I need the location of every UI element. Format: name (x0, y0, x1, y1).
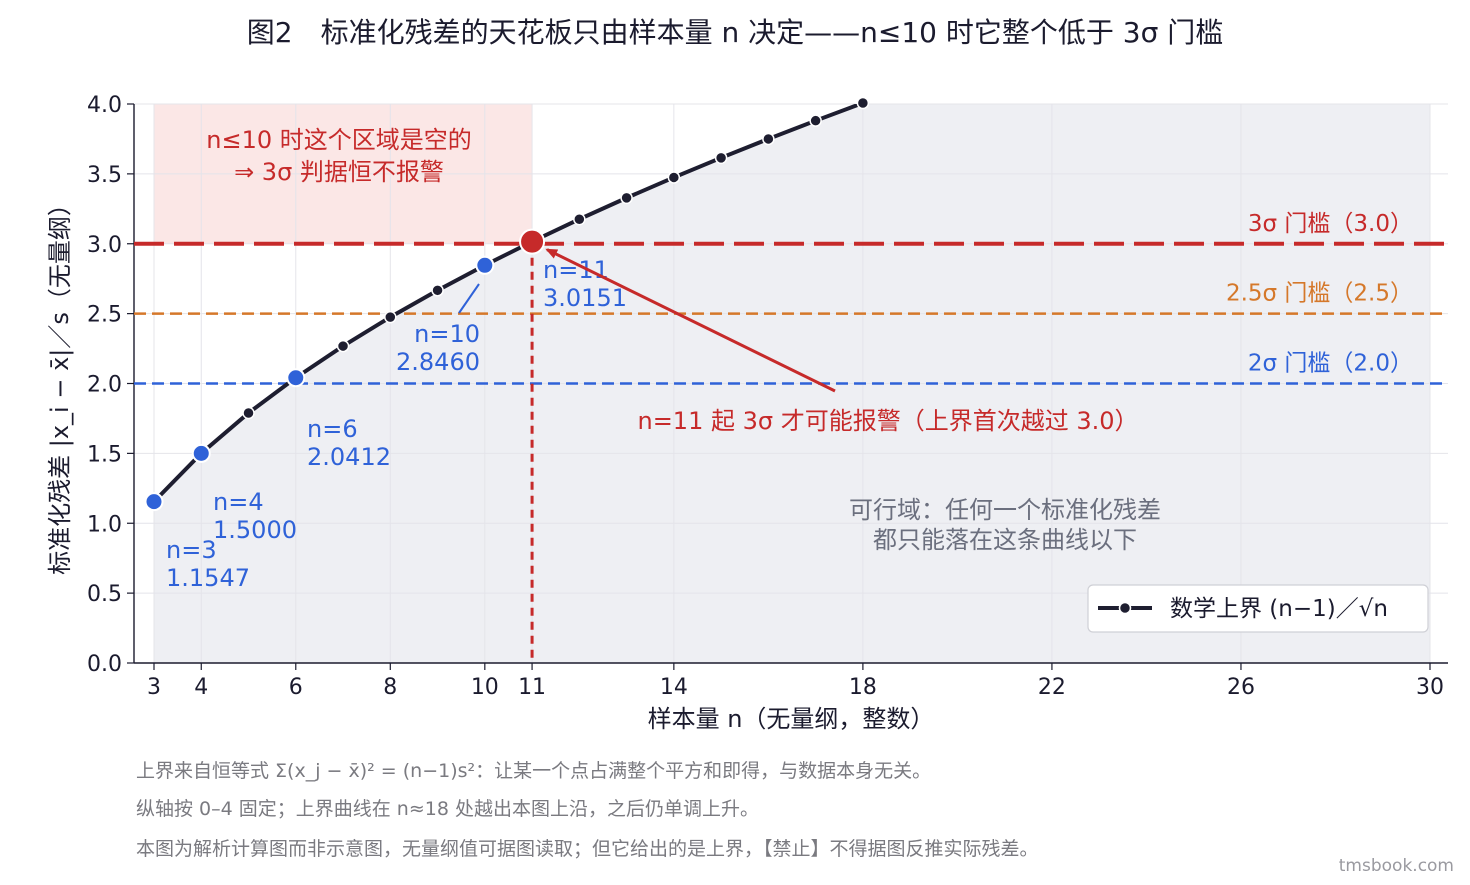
upper-bound-curve (152, 104, 865, 504)
curve-point (620, 191, 633, 205)
y-tick-label: 0.0 (87, 652, 122, 677)
point-label-n: n=10 (414, 320, 480, 348)
feasible-label-1: 可行域：任何一个标准化残差 (849, 496, 1161, 524)
x-tick-label: 3 (147, 675, 161, 700)
x-tick-label: 6 (289, 675, 303, 700)
curve-point (809, 114, 822, 127)
curve-point (384, 310, 397, 324)
y-tick-label: 1.5 (87, 442, 122, 467)
curve-point (856, 96, 870, 110)
highlight-point (286, 368, 306, 388)
highlight-point (519, 228, 546, 255)
point-label-value: 2.0412 (307, 443, 391, 471)
n10-leader-line (458, 283, 480, 314)
curve-point (242, 406, 255, 420)
footnote-1: 上界来自恒等式 Σ(x_j − x̄)² = (n−1)s²：让某一个点占满整个… (136, 760, 932, 782)
footnote-2: 纵轴按 0–4 固定；上界曲线在 n≈18 处越出本图上沿，之后仍单调上升。 (136, 798, 759, 820)
point-label-n: n=4 (213, 488, 264, 516)
plot-area: 3 4 6 8 10 11 14 18 22 26 30 0.0 0.5 1.0 1.5 2.0 2.5 3.0 3… (46, 93, 1448, 733)
curve-point (573, 212, 586, 226)
legend-marker (1118, 601, 1132, 615)
y-tick-label: 1.0 (87, 512, 122, 537)
legend-label: 数学上界 (n−1)／√n (1170, 596, 1388, 622)
chart: 图2 标准化残差的天花板只由样本量 n 决定——n≤10 时它整个低于 3σ 门… (46, 16, 1448, 733)
curve-point (431, 284, 444, 297)
x-tick-label: 11 (518, 675, 546, 700)
x-tick-label: 22 (1038, 675, 1066, 700)
x-tick-label: 10 (471, 675, 499, 700)
point-label-value: 1.1547 (166, 564, 250, 592)
highlight-point (191, 443, 211, 463)
y-tick-label: 2.0 (87, 373, 122, 398)
x-tick-label: 8 (383, 675, 397, 700)
threshold-label: 2σ 门槛（2.0） (1248, 351, 1413, 377)
curve-point (762, 132, 775, 146)
y-tick-label: 0.5 (87, 582, 122, 607)
y-tick-label: 3.5 (87, 163, 122, 188)
highlight-point (144, 492, 164, 512)
x-tick-label: 4 (194, 675, 208, 700)
footnote-3: 本图为解析计算图而非示意图，无量纲值可据图读取；但它给出的是上界，【禁止】不得据… (136, 838, 1039, 860)
point-label-value: 1.5000 (213, 516, 297, 544)
x-tick-label: 14 (660, 675, 688, 700)
curve-point (336, 339, 350, 353)
chart-title: 图2 标准化残差的天花板只由样本量 n 决定——n≤10 时它整个低于 3σ 门… (247, 16, 1223, 49)
empty-zone-label-2: ⇒ 3σ 判据恒不报警 (234, 158, 444, 186)
watermark: tmsbook.com (1338, 856, 1454, 876)
point-label-value: 2.8460 (396, 348, 480, 376)
feasible-label-2: 都只能落在这条曲线以下 (873, 526, 1137, 554)
curve-point (667, 171, 681, 184)
point-label-n: n=3 (166, 536, 217, 564)
x-tick-label: 18 (849, 675, 877, 700)
threshold-label: 2.5σ 门槛（2.5） (1226, 281, 1413, 307)
y-tick-label: 4.0 (87, 93, 122, 118)
point-label-n: n=6 (307, 415, 358, 443)
annotation-arrow (545, 248, 836, 393)
x-tick-label: 26 (1227, 675, 1255, 700)
x-axis-label: 样本量 n（无量纲，整数） (648, 705, 935, 733)
x-tick-label: 30 (1416, 675, 1444, 700)
y-axis-label: 标准化残差 |x_i − x̄|／s（无量纲） (46, 192, 74, 575)
y-tick-label: 2.5 (87, 303, 122, 328)
point-label-value: 3.0151 (543, 284, 627, 312)
curve-point (714, 151, 728, 165)
point-label-n: n=11 (543, 256, 609, 284)
arrow-label: n=11 起 3σ 才可能报警（上界首次越过 3.0） (637, 407, 1138, 435)
legend-box (1087, 584, 1429, 633)
y-tick-label: 3.0 (87, 233, 122, 258)
highlight-point (475, 255, 495, 275)
empty-zone-label-1: n≤10 时这个区域是空的 (206, 126, 472, 154)
threshold-label: 3σ 门槛（3.0） (1248, 211, 1413, 237)
